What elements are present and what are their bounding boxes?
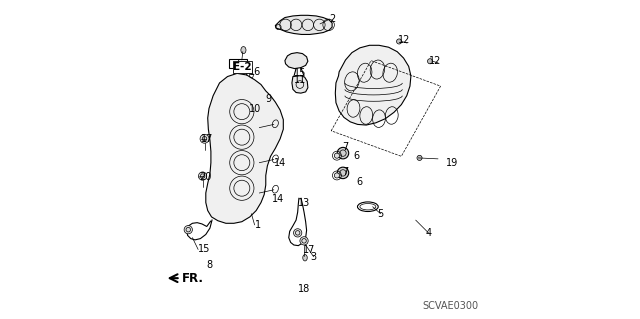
- Circle shape: [337, 147, 349, 159]
- Ellipse shape: [303, 255, 307, 261]
- Polygon shape: [285, 53, 308, 69]
- Text: 12: 12: [428, 56, 441, 66]
- Text: 10: 10: [249, 104, 261, 115]
- Circle shape: [198, 172, 207, 180]
- Text: 12: 12: [398, 35, 410, 45]
- Text: 7: 7: [342, 167, 348, 177]
- Text: 15: 15: [198, 244, 211, 255]
- Text: 18: 18: [298, 284, 310, 294]
- Circle shape: [300, 237, 308, 245]
- Text: 2: 2: [330, 14, 336, 24]
- Circle shape: [200, 134, 209, 143]
- Text: 3: 3: [310, 252, 317, 262]
- Text: 17: 17: [303, 245, 315, 256]
- Circle shape: [184, 226, 193, 234]
- Text: 17: 17: [202, 134, 214, 144]
- Polygon shape: [275, 15, 332, 34]
- Circle shape: [334, 153, 339, 158]
- Polygon shape: [335, 45, 411, 125]
- Text: 5: 5: [378, 209, 383, 219]
- Circle shape: [294, 229, 302, 237]
- Text: 13: 13: [298, 197, 310, 208]
- Circle shape: [337, 167, 349, 179]
- Text: 20: 20: [199, 172, 211, 182]
- Circle shape: [428, 59, 433, 64]
- Text: 11: 11: [294, 75, 306, 85]
- FancyBboxPatch shape: [229, 59, 247, 68]
- Text: 16: 16: [249, 67, 261, 77]
- Ellipse shape: [241, 47, 246, 54]
- Circle shape: [397, 39, 402, 44]
- Text: 1: 1: [255, 220, 260, 230]
- Text: 6: 6: [353, 151, 360, 161]
- Circle shape: [417, 155, 422, 160]
- Circle shape: [334, 173, 339, 178]
- Text: 14: 14: [272, 194, 284, 204]
- Text: 8: 8: [207, 260, 213, 271]
- Text: 6: 6: [356, 177, 363, 187]
- Text: 7: 7: [342, 142, 349, 152]
- Polygon shape: [292, 76, 308, 93]
- Text: 15: 15: [294, 68, 306, 78]
- Text: 9: 9: [265, 94, 271, 104]
- Text: 19: 19: [446, 158, 458, 168]
- Text: E-2: E-2: [233, 62, 252, 72]
- Polygon shape: [206, 73, 284, 223]
- Text: FR.: FR.: [182, 272, 204, 285]
- Text: 4: 4: [425, 228, 431, 238]
- Text: SCVAE0300: SCVAE0300: [422, 300, 478, 311]
- Text: 14: 14: [274, 158, 286, 168]
